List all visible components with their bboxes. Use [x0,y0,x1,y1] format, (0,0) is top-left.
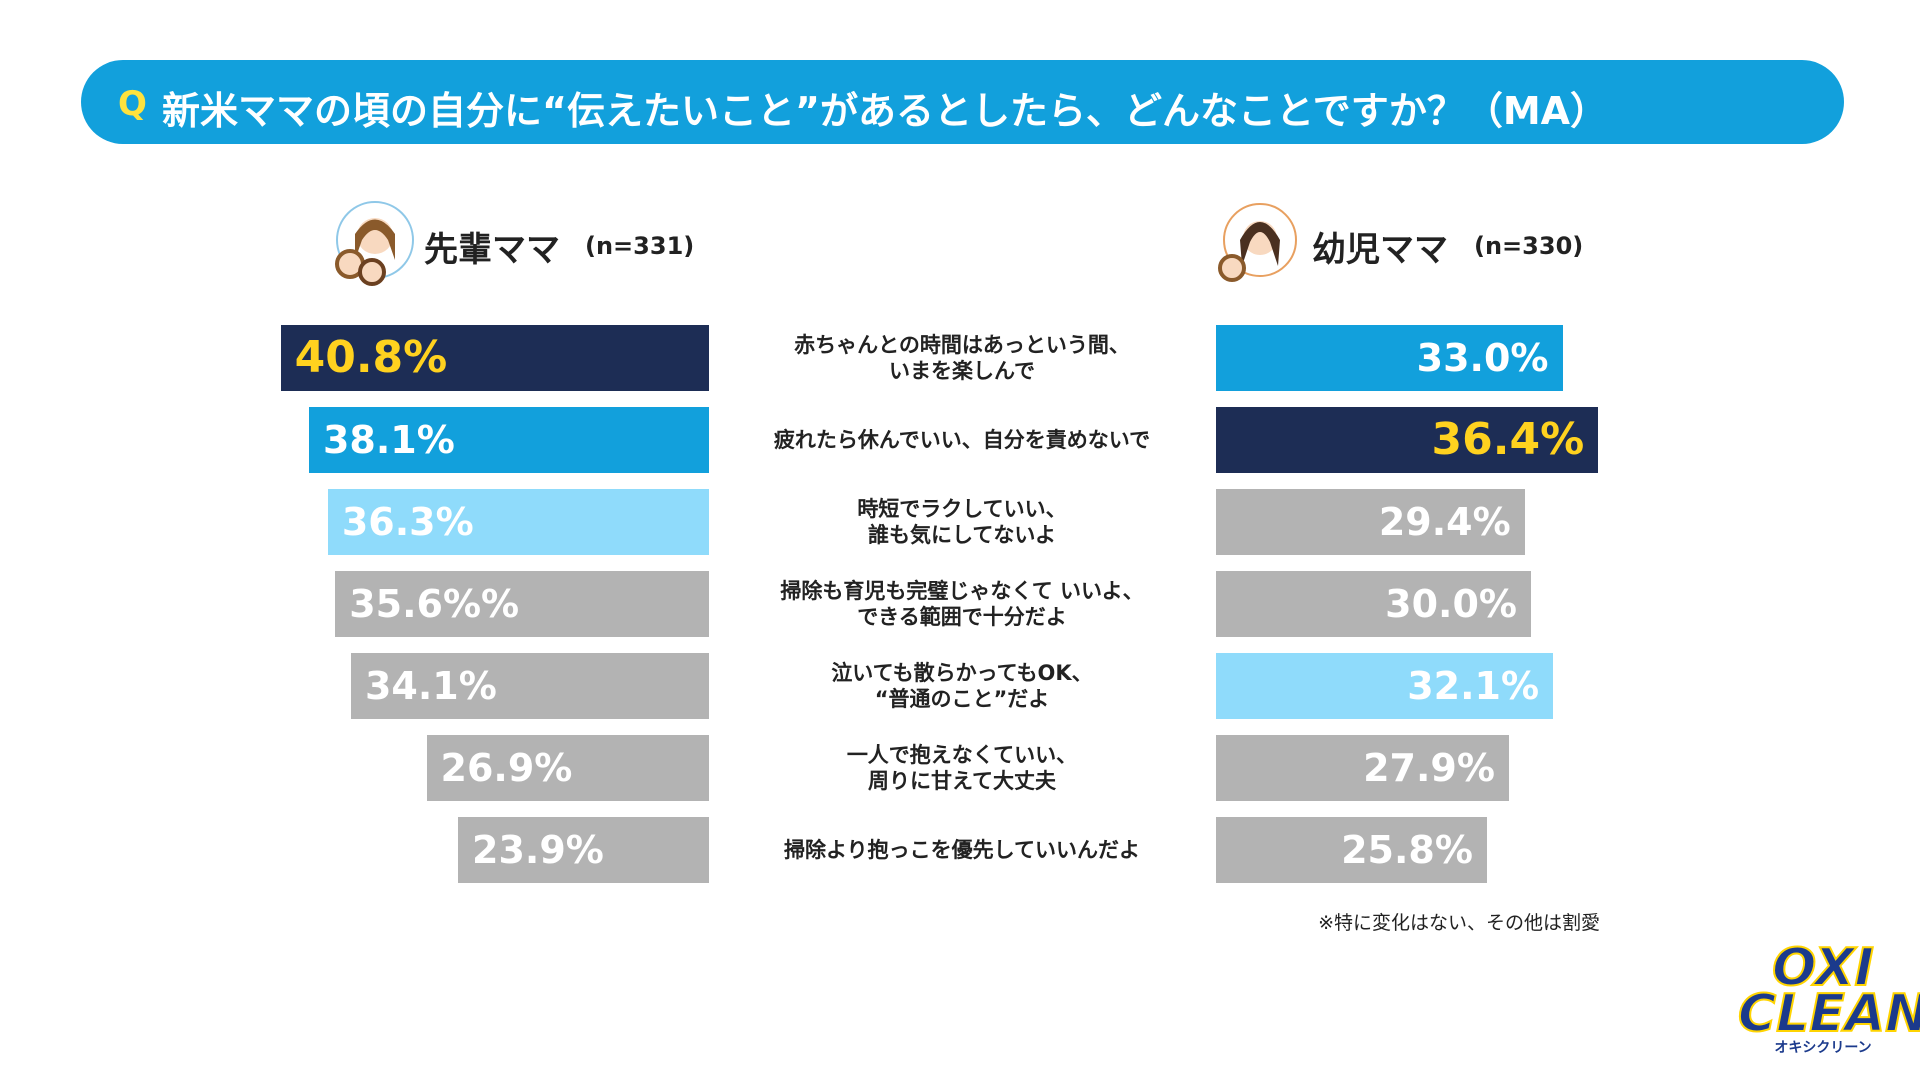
bar [327,489,709,555]
series-name: 先輩ママ [424,230,560,270]
avatar-right [1218,203,1297,282]
value-label: 29.4% [1378,500,1511,544]
value-label: 35.6%% [349,582,520,626]
bar [1216,653,1554,719]
series-name: 幼児ママ [1312,230,1448,270]
avatar-left [335,201,414,286]
bar [1216,325,1563,391]
category-label: 疲れたら休んでいい、自分を責めないで [773,428,1151,452]
value-label: 32.1% [1407,664,1540,708]
chart-title: 新米ママの頃の自分に“伝えたいこと”があるとしたら、どんなことですか？（MA） [162,89,1609,133]
value-label: 26.9% [440,746,573,790]
bar [1216,407,1599,473]
category-label: 掃除も育児も完璧じゃなくて いいよ、 できる範囲で十分だよ [780,579,1144,629]
bar [426,735,709,801]
category-label: 時短でラクしていい、 誰も気にしてないよ [857,497,1067,547]
value-label: 34.1% [364,664,497,708]
bar [350,653,709,719]
value-label: 38.1% [322,418,455,462]
value-label: 27.9% [1363,746,1495,790]
logo: OXI CLEAN オキシクリーン [1737,938,1920,1057]
title-banner [81,60,1844,144]
question-marker: Q [118,84,147,124]
logo-text: OXI CLEAN [1737,938,1920,1044]
footnote: ※特に変化はない、その他は割愛 [1318,912,1600,934]
bar [280,325,709,391]
category-label: 赤ちゃんとの時間はあっという間、 いまを楽しんで [794,333,1130,383]
logo-subtext: オキシクリーン [1774,1040,1872,1056]
bar [458,817,709,883]
bar [1216,489,1525,555]
bar [1216,817,1487,883]
value-label: 36.4% [1431,414,1585,465]
value-label: 36.3% [341,500,474,544]
value-label: 23.9% [472,828,604,872]
value-label: 30.0% [1385,582,1517,626]
bar [1216,571,1531,637]
bar [1216,735,1509,801]
value-label: 40.8% [294,332,448,383]
bar [335,571,709,637]
sample-size: (n=331) [585,232,695,260]
bar [308,407,709,473]
sample-size: (n=330) [1474,232,1584,260]
category-label: 泣いても散らかってもOK、 “普通のこと”だよ [831,661,1093,711]
category-label: 一人で抱えなくていい、 周りに甘えて大丈夫 [846,743,1078,793]
value-label: 33.0% [1416,336,1549,380]
category-label: 掃除より抱っこを優先していいんだよ [784,838,1140,862]
value-label: 25.8% [1341,828,1473,872]
